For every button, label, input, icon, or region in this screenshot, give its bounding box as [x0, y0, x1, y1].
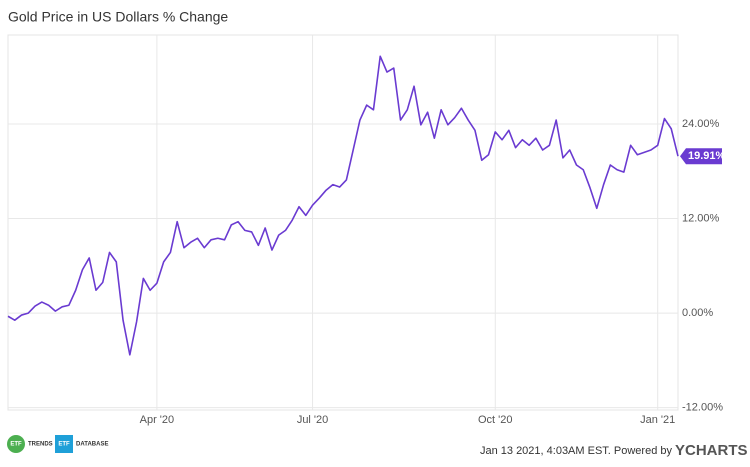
x-tick-label: Oct '20 — [478, 414, 513, 426]
x-tick-label: Jan '21 — [640, 414, 675, 426]
logo-badge — [7, 435, 25, 453]
y-tick-label: 12.00% — [682, 212, 720, 224]
value-label: 19.91% — [688, 150, 726, 162]
x-tick-label: Jul '20 — [297, 414, 328, 426]
logo-text: DATABASE — [76, 442, 108, 448]
logo-text: TRENDS — [28, 442, 53, 448]
value-label-box — [680, 148, 722, 165]
y-tick-label: -12.00% — [682, 402, 723, 414]
x-tick-label: Apr '20 — [140, 414, 175, 426]
series-line — [7, 55, 679, 356]
logo-badge-text: ETF — [10, 442, 22, 448]
y-tick-label: 0.00% — [682, 307, 713, 319]
footer: ETF TRENDS ETF DATABASE Jan 13 2021, 4:0… — [7, 435, 748, 459]
plot-frame — [7, 34, 679, 411]
timestamp: Jan 13 2021, 4:03AM EST. Powered by — [480, 445, 673, 457]
brand: YCHARTS — [675, 442, 748, 459]
chart-title: Gold Price in US Dollars % Change — [8, 9, 228, 25]
logo-badge — [55, 435, 73, 453]
y-tick-label: 24.00% — [682, 118, 720, 130]
logo-badge-text: ETF — [58, 442, 70, 448]
